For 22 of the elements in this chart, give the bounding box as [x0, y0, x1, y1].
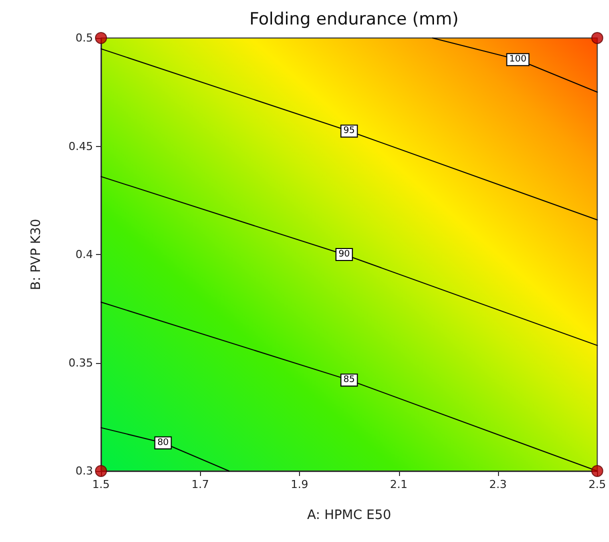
chart-title: Folding endurance (mm) [249, 10, 459, 30]
x-tick-label: 1.7 [192, 478, 209, 491]
point [95, 32, 107, 44]
x-tick-label: 2.1 [390, 478, 408, 491]
y-tick-label: 0.4 [76, 248, 93, 261]
point [95, 465, 107, 477]
x-axis-title: A: HPMC E50 [307, 508, 392, 523]
series-label: 85 [343, 375, 355, 386]
y-axis-title: B: PVP K30 [29, 218, 44, 290]
x-tick-label: 2.3 [489, 478, 507, 491]
y-tick-label: 0.3 [76, 464, 93, 478]
series-label: 95 [343, 126, 355, 136]
point [591, 465, 604, 477]
series-label: 80 [157, 438, 170, 448]
x-tick-label: 1.9 [290, 478, 308, 491]
y-tick-label: 0.35 [68, 356, 93, 370]
y-tick-label: 0.45 [68, 140, 93, 153]
series-label: 90 [338, 250, 350, 260]
y-tick-label: 0.5 [76, 32, 93, 44]
x-tick-label: 1.5 [92, 478, 110, 491]
x-tick-label: 2.5 [588, 478, 606, 491]
point [591, 32, 604, 44]
